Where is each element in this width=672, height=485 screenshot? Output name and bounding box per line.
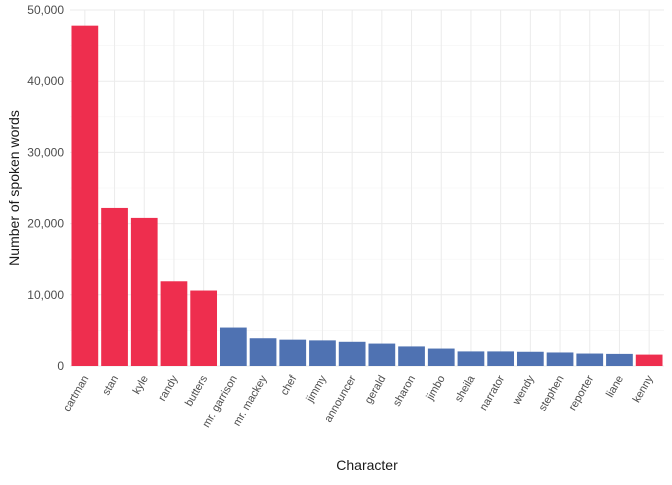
y-tick-label: 20,000	[27, 217, 64, 231]
x-tick-label: narrator	[478, 373, 508, 413]
bar-stephen	[546, 352, 574, 366]
y-tick-label: 30,000	[27, 145, 64, 159]
x-tick-label: jimbo	[424, 374, 448, 404]
x-tick-label: gerald	[363, 374, 389, 406]
x-axis-title: Character	[336, 457, 398, 473]
y-tick-label: 0	[57, 359, 64, 373]
x-tick-label: kenny	[631, 373, 656, 405]
x-tick-label: stan	[100, 374, 121, 398]
bar-chef	[279, 339, 307, 366]
bar-liane	[606, 353, 633, 366]
x-tick-label: liane	[604, 374, 626, 400]
bar-sharon	[398, 346, 425, 366]
bar-cartman	[71, 25, 99, 366]
x-tick-label: wendy	[510, 373, 537, 408]
bar-kenny	[635, 354, 663, 366]
x-tick-label: stephen	[537, 374, 567, 414]
bar-gerald	[368, 343, 396, 366]
y-tick-label: 50,000	[27, 3, 64, 17]
bar-jimbo	[427, 348, 455, 366]
bars	[71, 25, 663, 366]
x-tick-label: chef	[279, 373, 300, 398]
y-axis-ticks: 0 10,000 20,000 30,000 40,000 50,000	[27, 3, 64, 373]
bar-sheila	[457, 351, 485, 366]
bar-stan	[101, 207, 128, 366]
y-tick-label: 10,000	[27, 288, 64, 302]
bar-mr-mackey	[249, 338, 277, 366]
x-tick-label: sheila	[453, 373, 478, 405]
bar-randy	[160, 281, 188, 366]
y-axis-title: Number of spoken words	[6, 110, 22, 266]
x-tick-label: reporter	[567, 373, 597, 413]
bar-kyle	[130, 217, 158, 366]
bar-jimmy	[309, 340, 336, 366]
x-tick-label: randy	[156, 373, 180, 403]
grid	[70, 9, 664, 367]
bar-narrator	[487, 351, 515, 366]
bar-reporter	[576, 353, 604, 366]
bar-wendy	[516, 351, 544, 366]
x-tick-label: cartman	[61, 374, 91, 414]
x-tick-label: sharon	[391, 374, 418, 409]
bar-mr-garrison	[219, 327, 247, 366]
x-tick-label: kyle	[131, 374, 151, 397]
x-tick-label: jimmy	[304, 373, 329, 405]
y-tick-label: 40,000	[27, 74, 64, 88]
bar-butters	[190, 290, 218, 366]
bar-announcer	[338, 341, 366, 366]
x-tick-label: butters	[183, 373, 210, 409]
